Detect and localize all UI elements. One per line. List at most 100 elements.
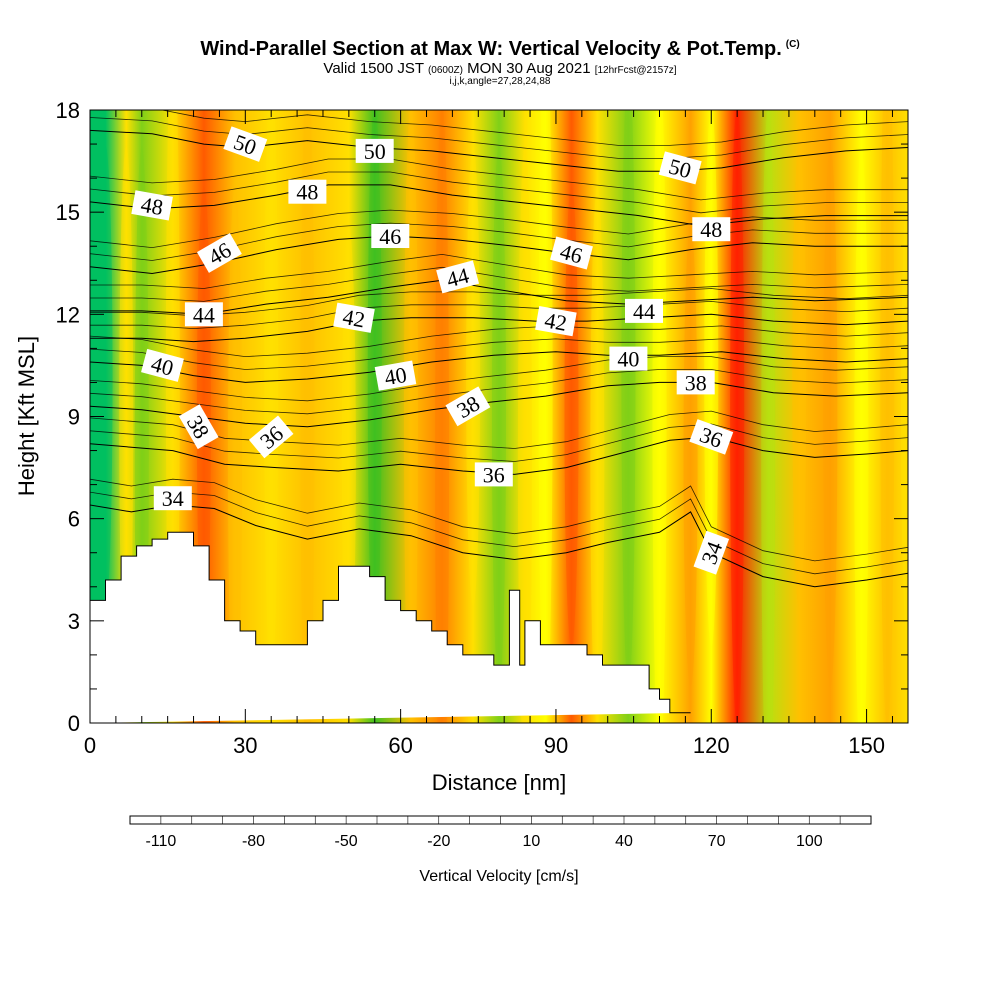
theta-contour-minor [90, 478, 908, 562]
colorbar: -110 -80 -50 -20 10 40 70 100 [129, 815, 872, 850]
contour-label: 44 [184, 302, 223, 327]
x-tick-label: 30 [233, 733, 257, 758]
theta-contour-36 [90, 436, 908, 475]
velocity-streak [652, 110, 667, 723]
velocity-streak [300, 110, 315, 723]
y-tick-label: 12 [56, 302, 80, 327]
velocity-streak [227, 186, 242, 723]
theta-contour-minor [160, 110, 908, 146]
contour-label-text: 48 [139, 192, 165, 220]
theta-contour-minor [90, 171, 908, 214]
theta-contour-minor [90, 158, 908, 201]
y-axis-label: Height [Kft MSL] [14, 336, 39, 496]
y-tick-label: 18 [56, 98, 80, 123]
colorbar-tick-label: -80 [242, 833, 265, 850]
contour-label-text: 46 [379, 224, 401, 249]
theta-contour-42 [90, 313, 908, 343]
theta-contour-minor [90, 491, 908, 575]
contour-label: 48 [288, 179, 327, 205]
contour-label: 36 [474, 462, 513, 487]
velocity-streak [264, 110, 279, 687]
theta-contour-minor [90, 356, 908, 402]
velocity-streak [730, 110, 745, 723]
contour-label: 42 [333, 302, 375, 333]
theta-contour-minor [90, 338, 908, 370]
velocity-streak [538, 110, 553, 723]
colorbar-tick-label: 70 [708, 833, 726, 850]
title-mark: (C) [785, 39, 800, 51]
contour-label: 34 [153, 486, 192, 511]
chart-subtitle: Valid 1500 JST (0600Z) MON 30 Aug 2021 [… [323, 60, 677, 77]
theta-contour-minor [90, 325, 908, 358]
contour-label: 38 [178, 404, 219, 450]
colorbar-tick-label: 40 [615, 833, 633, 850]
contour-label: 44 [436, 260, 480, 294]
contour-label: 48 [131, 190, 173, 221]
colorbar-tick-label: -50 [335, 833, 358, 850]
y-tick-label: 3 [68, 609, 80, 634]
colorbar-tick-label: 100 [796, 833, 823, 850]
chart-grid-indices: i,j,k,angle=27,28,24,88 [449, 76, 551, 87]
contour-label-text: 36 [483, 462, 505, 487]
y-tick-label: 15 [56, 200, 80, 225]
velocity-streak [435, 110, 450, 723]
velocity-streak [621, 110, 636, 687]
contour-label: 46 [371, 224, 410, 249]
velocity-streak [854, 146, 869, 723]
contour-label-text: 48 [700, 217, 722, 242]
contour-label-text: 40 [617, 347, 639, 372]
velocity-streak [98, 146, 113, 607]
contour-label-text: 44 [633, 299, 655, 324]
colorbar-tick-label: 10 [523, 833, 541, 850]
y-tick-label: 6 [68, 507, 80, 532]
theta-contour-minor [90, 253, 908, 289]
terrain-profile [90, 531, 691, 723]
colorbar-label: Vertical Velocity [cm/s] [419, 868, 578, 885]
velocity-streak [119, 146, 134, 687]
theta-contour-minor [90, 117, 908, 159]
theta-contour-minor [90, 300, 908, 330]
colorbar-tick-label: -110 [145, 833, 176, 850]
contour-label-text: 42 [341, 304, 367, 332]
contour-label: 42 [535, 305, 577, 337]
velocity-streak [823, 146, 838, 687]
theta-contour-minor [90, 369, 908, 415]
chart-title: Wind-Parallel Section at Max W: Vertical… [200, 38, 800, 60]
velocity-streak [517, 146, 532, 723]
theta-contour-minor [90, 423, 908, 462]
contour-label-text: 38 [685, 370, 707, 395]
x-tick-label: 60 [388, 733, 412, 758]
contour-label: 50 [658, 151, 702, 185]
theta-contour-minor [90, 209, 908, 249]
theta-contour-48 [90, 184, 908, 227]
x-tick-label: 120 [693, 733, 730, 758]
velocity-streak [403, 110, 418, 723]
contour-label: 40 [609, 346, 648, 372]
velocity-streak [492, 146, 506, 687]
contour-label-text: 34 [162, 486, 184, 511]
contour-label: 50 [223, 126, 268, 162]
theta-contour-40 [90, 351, 908, 383]
velocity-streak [761, 110, 776, 723]
colorbar-tick-label: -20 [427, 833, 450, 850]
contour-label: 40 [374, 360, 417, 391]
x-axis-label: Distance [nm] [432, 770, 567, 795]
contour-label-text: 44 [193, 302, 215, 327]
contour-label-text: 40 [383, 362, 409, 390]
contour-label: 38 [676, 370, 715, 395]
x-tick-label: 90 [544, 733, 568, 758]
y-tick-label: 0 [68, 711, 80, 736]
contour-label: 48 [692, 217, 731, 242]
contour-label-text: 42 [543, 307, 569, 335]
velocity-streak [792, 146, 807, 607]
x-tick-label: 0 [84, 733, 96, 758]
y-tick-label: 9 [68, 405, 80, 430]
contour-label: 46 [550, 236, 593, 270]
theta-contour-34 [90, 504, 908, 588]
contour-label-text: 48 [296, 180, 318, 205]
contour-label: 44 [625, 298, 663, 324]
contour-label: 50 [355, 138, 394, 164]
theta-contour-50 [90, 129, 908, 172]
